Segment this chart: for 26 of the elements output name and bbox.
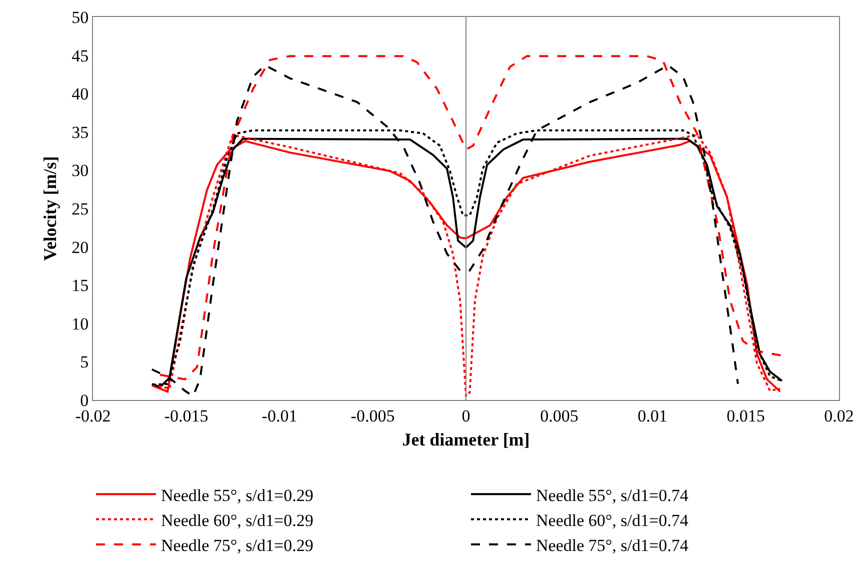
x-tick-label: -0.015 — [164, 406, 208, 426]
legend-label: Needle 60°, s/d1=0.29 — [161, 510, 314, 530]
x-axis-title: Jet diameter [m] — [402, 430, 530, 450]
y-tick-label: 10 — [72, 314, 89, 334]
y-tick-label: 45 — [72, 46, 89, 66]
legend-label: Needle 55°, s/d1=0.74 — [536, 486, 689, 505]
x-tick-label: 0.01 — [638, 406, 668, 426]
x-tick-label: 0 — [462, 406, 470, 426]
x-tick-label: 0.02 — [824, 406, 854, 426]
legend-label: Needle 75°, s/d1=0.74 — [536, 536, 689, 555]
y-tick-label: 20 — [72, 238, 89, 257]
y-tick-label: 35 — [72, 122, 89, 142]
x-tick-label: -0.005 — [350, 406, 395, 426]
x-tick-label: 0.015 — [726, 406, 765, 426]
x-tick-label: 0.005 — [540, 406, 578, 426]
y-tick-label: 50 — [72, 8, 89, 27]
y-tick-label: 25 — [72, 199, 89, 218]
y-axis-title: Velocity [m/s] — [40, 156, 60, 261]
y-tick-label: 5 — [80, 352, 89, 372]
y-tick-label: 15 — [72, 276, 89, 296]
legend-label: Needle 55°, s/d1=0.29 — [161, 486, 314, 505]
y-tick-label: 40 — [72, 84, 89, 104]
y-tick-label: 30 — [72, 161, 89, 180]
legend-label: Needle 75°, s/d1=0.29 — [161, 536, 314, 555]
legend-label: Needle 60°, s/d1=0.74 — [536, 510, 689, 530]
x-tick-label: -0.01 — [262, 406, 298, 426]
